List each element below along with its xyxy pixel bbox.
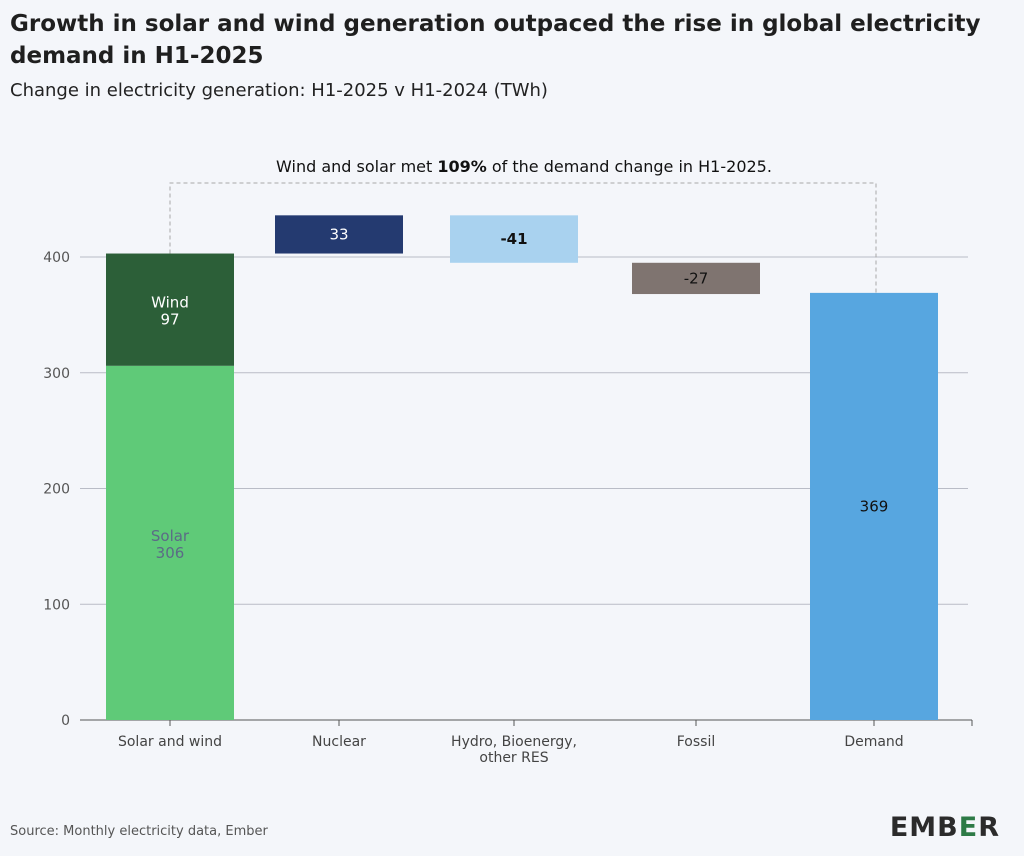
chart-title: Growth in solar and wind generation outp… <box>10 11 981 69</box>
x-tick-label: Nuclear <box>312 734 366 750</box>
y-tick-label: 300 <box>43 366 70 382</box>
ember-logo: EMBER <box>889 812 1000 843</box>
y-tick-label: 200 <box>43 482 70 498</box>
data-label: -27 <box>684 269 709 287</box>
bar-demand <box>810 292 938 720</box>
source-note: Source: Monthly electricity data, Ember <box>10 824 268 839</box>
annotation-bracket <box>169 182 877 293</box>
data-label: 369 <box>860 497 889 515</box>
chart-subtitle: Change in electricity generation: H1-202… <box>10 80 548 101</box>
bar-wind <box>106 253 234 366</box>
x-tick-label: Hydro, Bioenergy, <box>451 734 577 750</box>
x-tick-label: Fossil <box>677 734 716 750</box>
x-tick-label: Demand <box>844 734 903 750</box>
bar-nuclear <box>275 215 403 254</box>
bar-solar <box>106 365 234 720</box>
segment-label: Wind <box>151 294 189 312</box>
x-tick-label: Solar and wind <box>118 734 222 750</box>
y-tick-label: 100 <box>43 597 70 613</box>
data-label: 33 <box>329 225 348 243</box>
segment-label: Solar <box>151 527 190 545</box>
bar-hydro-bioenergy-other-res <box>450 215 578 263</box>
annotation-text: Wind and solar met 109% of the demand ch… <box>276 157 772 176</box>
data-label: 97 <box>160 311 179 329</box>
bar-fossil <box>632 262 760 295</box>
y-tick-label: 0 <box>61 713 70 729</box>
x-tick-label: other RES <box>479 750 548 766</box>
data-label: 306 <box>156 544 185 562</box>
y-tick-label: 400 <box>43 250 70 266</box>
data-label: -41 <box>500 230 527 248</box>
